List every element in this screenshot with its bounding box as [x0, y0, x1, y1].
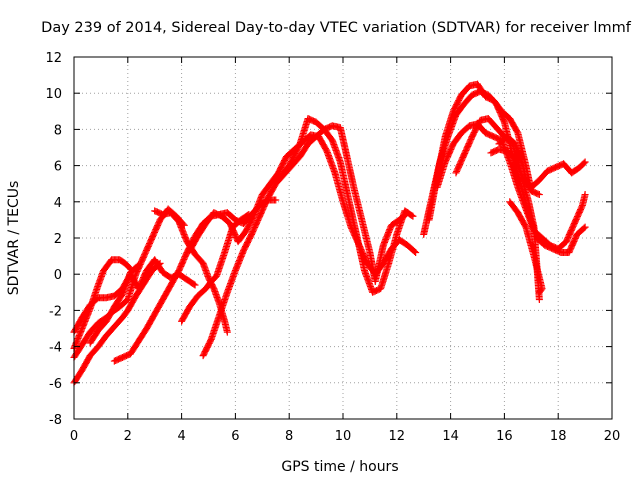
y-tick-label: -2 [49, 304, 62, 319]
data-point [135, 261, 143, 269]
x-tick-label: 4 [177, 429, 185, 444]
series-track-14 [425, 80, 535, 224]
data-point [244, 211, 252, 219]
series-track-11 [274, 115, 417, 296]
x-tick-label: 0 [70, 429, 78, 444]
series-track-5 [86, 261, 143, 347]
y-tick-label: 12 [45, 51, 62, 66]
data-point [191, 281, 199, 289]
y-tick-label: -4 [49, 341, 62, 356]
data-point [581, 191, 589, 199]
x-tick-label: 10 [335, 429, 352, 444]
data-point [190, 280, 198, 288]
data-point [535, 296, 543, 304]
data-point [412, 248, 420, 256]
y-tick-label: 6 [54, 160, 62, 175]
chart-title: Day 239 of 2014, Sidereal Day-to-day VTE… [41, 20, 632, 36]
x-tick-label: 8 [285, 429, 293, 444]
data-point [409, 212, 417, 220]
data-point [581, 223, 589, 231]
x-tick-label: 6 [231, 429, 239, 444]
data-point [580, 224, 588, 232]
data-point [133, 262, 141, 270]
data-point [581, 158, 589, 166]
data-point [580, 159, 588, 167]
x-tick-label: 20 [604, 429, 621, 444]
x-tick-label: 12 [389, 429, 406, 444]
y-tick-label: -8 [49, 413, 62, 428]
y-tick-label: 2 [54, 232, 62, 247]
data-point [408, 212, 416, 220]
x-tick-label: 14 [442, 429, 459, 444]
series-track-18 [495, 133, 543, 199]
axis-ticks: 0 2 4 6 8 10 12 14 16 18 20 -8 -6 -4 -2 0 2 4 6 8 10 12 [45, 51, 620, 444]
series-track-16 [487, 145, 589, 191]
y-axis-label: SDTVAR / TECUs [6, 181, 22, 296]
x-tick-label: 16 [496, 429, 513, 444]
series-track-2 [70, 259, 164, 387]
data-point [223, 328, 231, 336]
data-point [535, 191, 543, 199]
data-point [534, 190, 542, 198]
series-track-8 [178, 210, 253, 325]
data-point [536, 287, 544, 295]
x-tick-label: 18 [550, 429, 567, 444]
data-marks [70, 80, 589, 387]
series-track-10 [199, 122, 412, 360]
y-tick-label: 0 [54, 268, 62, 283]
data-point [500, 117, 508, 125]
x-axis-label: GPS time / hours [281, 459, 398, 475]
data-point [155, 260, 163, 268]
data-point [156, 259, 164, 267]
data-point [272, 196, 280, 204]
x-tick-label: 2 [124, 429, 132, 444]
data-point [578, 203, 586, 211]
series-track-17 [506, 198, 546, 296]
data-point [410, 247, 418, 255]
y-tick-label: -6 [49, 377, 62, 392]
data-point [535, 288, 543, 296]
y-tick-label: 8 [54, 123, 62, 138]
y-tick-label: 10 [45, 87, 62, 102]
y-tick-label: 4 [54, 196, 62, 211]
